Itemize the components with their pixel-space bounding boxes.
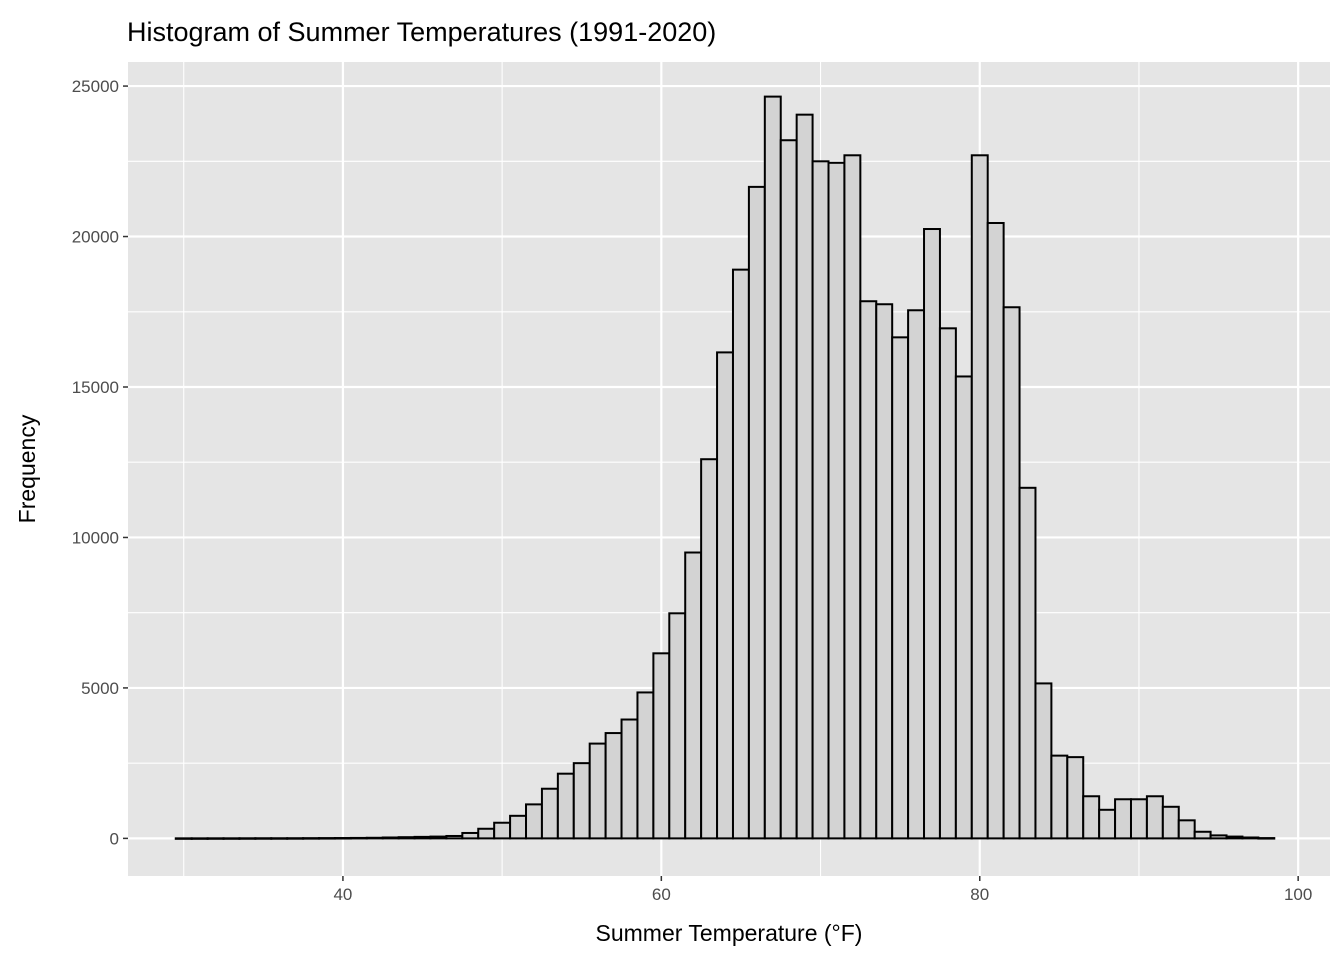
histogram-bar (302, 837, 321, 840)
histogram-bar (1257, 837, 1276, 840)
histogram-bar (970, 154, 989, 840)
histogram-bar (588, 742, 607, 840)
x-axis: 40 60 80 100 (333, 876, 1312, 904)
histogram-bar (1066, 756, 1085, 840)
histogram-bar (349, 836, 368, 840)
histogram-bar (1082, 795, 1101, 840)
histogram-bar (493, 821, 512, 840)
histogram-bar (318, 837, 336, 840)
histogram-bar (174, 837, 193, 840)
histogram-bar (811, 160, 830, 840)
histogram-bar (445, 834, 464, 840)
histogram-bar (779, 139, 798, 840)
histogram-bar (923, 228, 941, 840)
histogram-bar (620, 718, 639, 840)
y-axis: 0 5000 10000 15000 20000 25000 (72, 77, 128, 848)
histogram-bar (859, 300, 878, 840)
y-tick-label: 0 (110, 829, 119, 848)
histogram-bar (540, 787, 559, 840)
histogram-bar (652, 652, 671, 840)
histogram-bar (190, 837, 209, 840)
x-tick-label: 60 (652, 885, 671, 904)
histogram-bar (413, 835, 432, 840)
histogram-bar (891, 336, 910, 840)
histogram-bar (954, 375, 973, 840)
histogram-bar (731, 268, 750, 840)
histogram-bar (1034, 682, 1053, 840)
histogram-bar (843, 154, 862, 840)
histogram-bar (1098, 808, 1117, 840)
histogram-bar (397, 836, 416, 840)
histogram-bar (1050, 754, 1069, 840)
histogram-bar (1209, 834, 1228, 840)
y-tick-label: 25000 (72, 77, 119, 96)
histogram-bar (238, 837, 257, 840)
histogram-bar (1193, 830, 1212, 840)
histogram-bar (556, 772, 575, 840)
y-tick-label: 20000 (72, 228, 119, 247)
histogram-bar (477, 827, 496, 840)
histogram-bar (747, 185, 766, 840)
histogram-bar (795, 113, 814, 840)
x-tick-label: 80 (970, 885, 989, 904)
histogram-bar (429, 835, 448, 840)
histogram-bar (716, 351, 734, 840)
histogram-bar (1114, 798, 1132, 840)
histogram-bar (461, 831, 480, 840)
histogram-bar (1241, 836, 1260, 840)
x-axis-label: Summer Temperature (°F) (596, 920, 863, 946)
histogram-bar (668, 612, 687, 840)
y-axis-label: Frequency (14, 414, 40, 523)
histogram-bar (525, 803, 543, 840)
histogram-bar (1225, 835, 1244, 840)
histogram-bar (1145, 795, 1164, 840)
histogram-bar (907, 309, 926, 840)
histogram-bar (381, 836, 400, 840)
histogram-bar (1018, 486, 1037, 840)
histogram-bar (1161, 805, 1180, 840)
histogram-bars (174, 95, 1276, 840)
y-tick-label: 5000 (81, 679, 119, 698)
histogram-bar (270, 837, 289, 840)
histogram-bar (700, 458, 719, 840)
histogram-bar (286, 837, 305, 840)
histogram-bar (636, 691, 655, 840)
histogram-bar (572, 762, 591, 840)
x-tick-label: 40 (333, 885, 352, 904)
histogram-bar (333, 837, 352, 840)
histogram-bar (222, 837, 241, 840)
histogram-bar (684, 551, 703, 840)
histogram-bar (206, 837, 225, 840)
histogram-bar (1129, 798, 1148, 840)
histogram-bar (1177, 819, 1196, 840)
histogram-bar (827, 161, 846, 840)
histogram-bar (254, 837, 273, 840)
histogram-bar (938, 327, 957, 840)
histogram-bar (604, 732, 623, 840)
y-tick-label: 15000 (72, 378, 119, 397)
histogram-bar (1002, 306, 1021, 840)
histogram-bar (365, 836, 384, 840)
chart-title: Histogram of Summer Temperatures (1991-2… (127, 17, 716, 47)
x-tick-label: 100 (1284, 885, 1312, 904)
y-tick-label: 10000 (72, 528, 119, 547)
histogram-bar (875, 303, 894, 840)
histogram-bar (763, 95, 782, 840)
histogram-bar (509, 814, 528, 840)
histogram-bar (986, 221, 1005, 840)
